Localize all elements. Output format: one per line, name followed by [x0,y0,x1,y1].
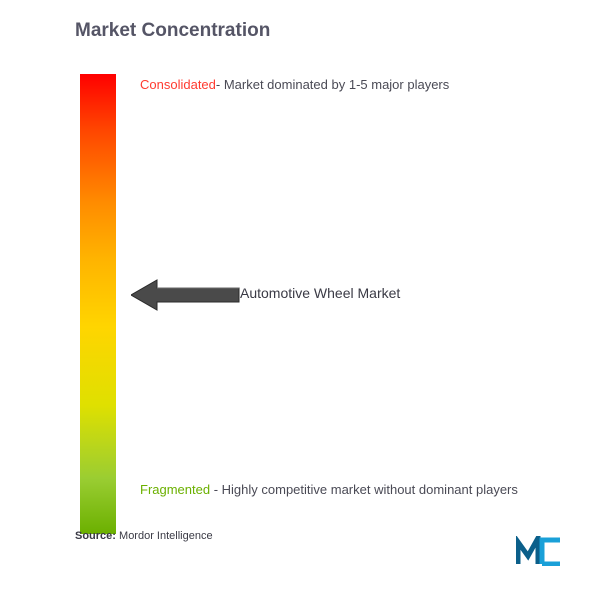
fragmented-label: Fragmented - Highly competitive market w… [140,480,518,501]
consolidated-keyword: Consolidated [140,77,216,92]
arrow-icon [131,278,241,312]
market-label: Automotive Wheel Market [240,285,400,301]
gradient-bar [80,74,116,534]
consolidated-desc: - Market dominated by 1-5 major players [216,77,449,92]
logo-icon [516,536,562,566]
page-title: Market Concentration [75,20,592,42]
consolidated-label: Consolidated- Market dominated by 1-5 ma… [140,76,449,94]
concentration-diagram: Consolidated- Market dominated by 1-5 ma… [75,74,592,534]
source-line: Source: Mordor Intelligence [75,530,213,542]
source-value: Mordor Intelligence [119,530,213,542]
fragmented-desc: - Highly competitive market without domi… [210,482,518,497]
fragmented-keyword: Fragmented [140,482,210,497]
source-label: Source: [75,530,116,542]
